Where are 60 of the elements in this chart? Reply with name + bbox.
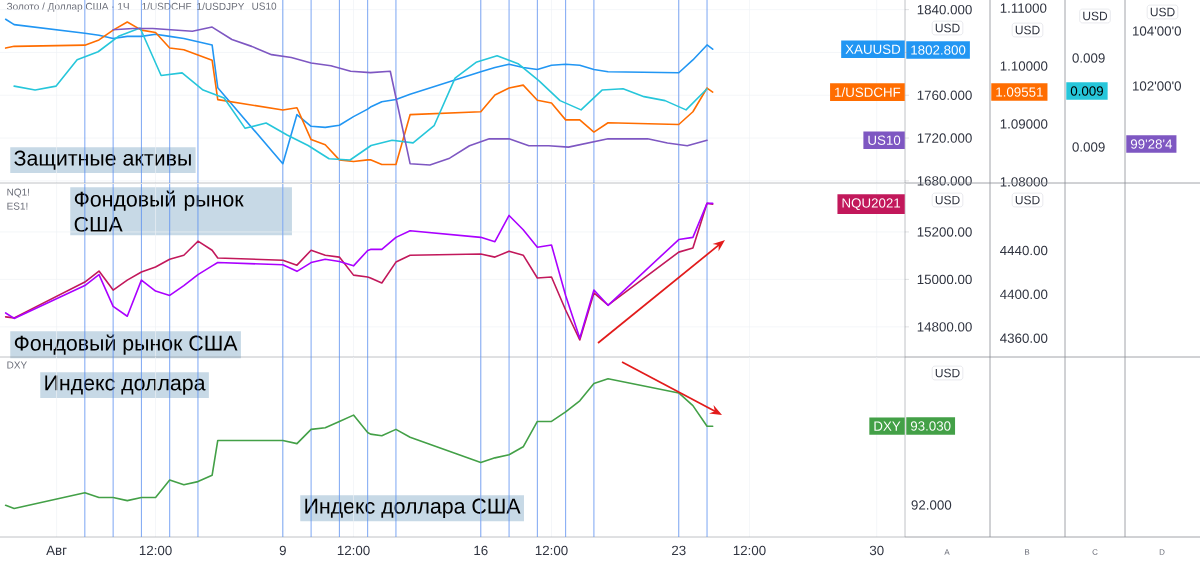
y2-tick-label: 1.11000 (1000, 3, 1047, 13)
y2-axis-title: USD (1015, 195, 1040, 205)
y-axis-title: USD (935, 368, 960, 378)
text: 0.009 (1072, 142, 1105, 152)
x-tick-label: 12:00 (139, 545, 172, 556)
text: 1802.800 (911, 45, 966, 55)
y-tick-label: 1840.000 (917, 4, 972, 15)
y-tick-label: 1680.000 (917, 176, 972, 186)
annotation: Золото / Доллар США · 1Ч (6, 2, 129, 12)
annotation: Индекс доллара США (305, 498, 521, 518)
text: 92.000 (911, 500, 952, 510)
y2-tick-label: 1.09000 (1000, 119, 1048, 129)
y-axis-title: USD (935, 23, 960, 33)
annotation: NQ1! (7, 188, 30, 198)
y-tick-label: 1720.000 (917, 133, 972, 143)
x-tick-label: 12:00 (337, 545, 370, 556)
text: 104'00'0 (1132, 26, 1181, 36)
text: 1.09551 (996, 87, 1043, 97)
annotation: Фондовый рынок США (74, 190, 244, 232)
annotation: 1/USDJPY (197, 2, 245, 10)
y2-axis-title: USD (1015, 25, 1040, 35)
x-tick-label: 12:00 (535, 545, 568, 556)
x-tick-label: Авг (46, 545, 67, 555)
y-axis-title: USD (1083, 11, 1108, 21)
y-tick-label: 15200.00 (917, 227, 972, 237)
x-tick-label: 9 (279, 545, 286, 556)
text: 0.009 (1070, 86, 1104, 96)
x-tick-label: 16 (474, 545, 488, 556)
text: 99'28'4 (1130, 139, 1173, 149)
text: US10 (868, 135, 901, 145)
x-tick-label: 12:00 (733, 545, 766, 556)
y-tick-label: 1760.000 (917, 90, 972, 100)
annotation: Защитные активы (14, 150, 191, 170)
y-axis-title: USD (935, 195, 960, 205)
text: A (944, 549, 950, 555)
text: DXY (7, 361, 27, 369)
text: NQU2021 (842, 198, 901, 211)
y-tick-label: 15000.00 (917, 274, 972, 285)
legend-label: DXY (874, 421, 901, 431)
y2-tick-label: 1.08000 (1000, 177, 1048, 187)
x-tick-label: 23 (672, 545, 686, 556)
text: C (1092, 549, 1098, 555)
x-tick-label: 30 (869, 545, 884, 556)
text: 0.009 (1072, 53, 1105, 63)
annotation: ES1! (7, 202, 28, 210)
annotation: Индекс доллара (45, 375, 206, 395)
text: D (1159, 549, 1165, 555)
y-tick-label: 14800.00 (917, 322, 972, 332)
annotation: US10 (252, 2, 277, 10)
y2-tick-label: 4360.00 (1000, 333, 1048, 343)
text: 1/USDCHF (835, 87, 901, 97)
text: 102'00'0 (1132, 81, 1181, 91)
text: 93.030 (910, 421, 951, 431)
y2-tick-label: 4400.00 (1000, 289, 1048, 300)
y2-tick-label: 4440.00 (1000, 245, 1048, 256)
legend-label: XAUUSD (845, 44, 901, 54)
annotation: Фондовый рынок США (14, 334, 238, 355)
y2-tick-label: 1.10000 (1000, 61, 1048, 71)
y-axis-title: USD (1150, 7, 1175, 17)
text: B (1024, 549, 1030, 555)
